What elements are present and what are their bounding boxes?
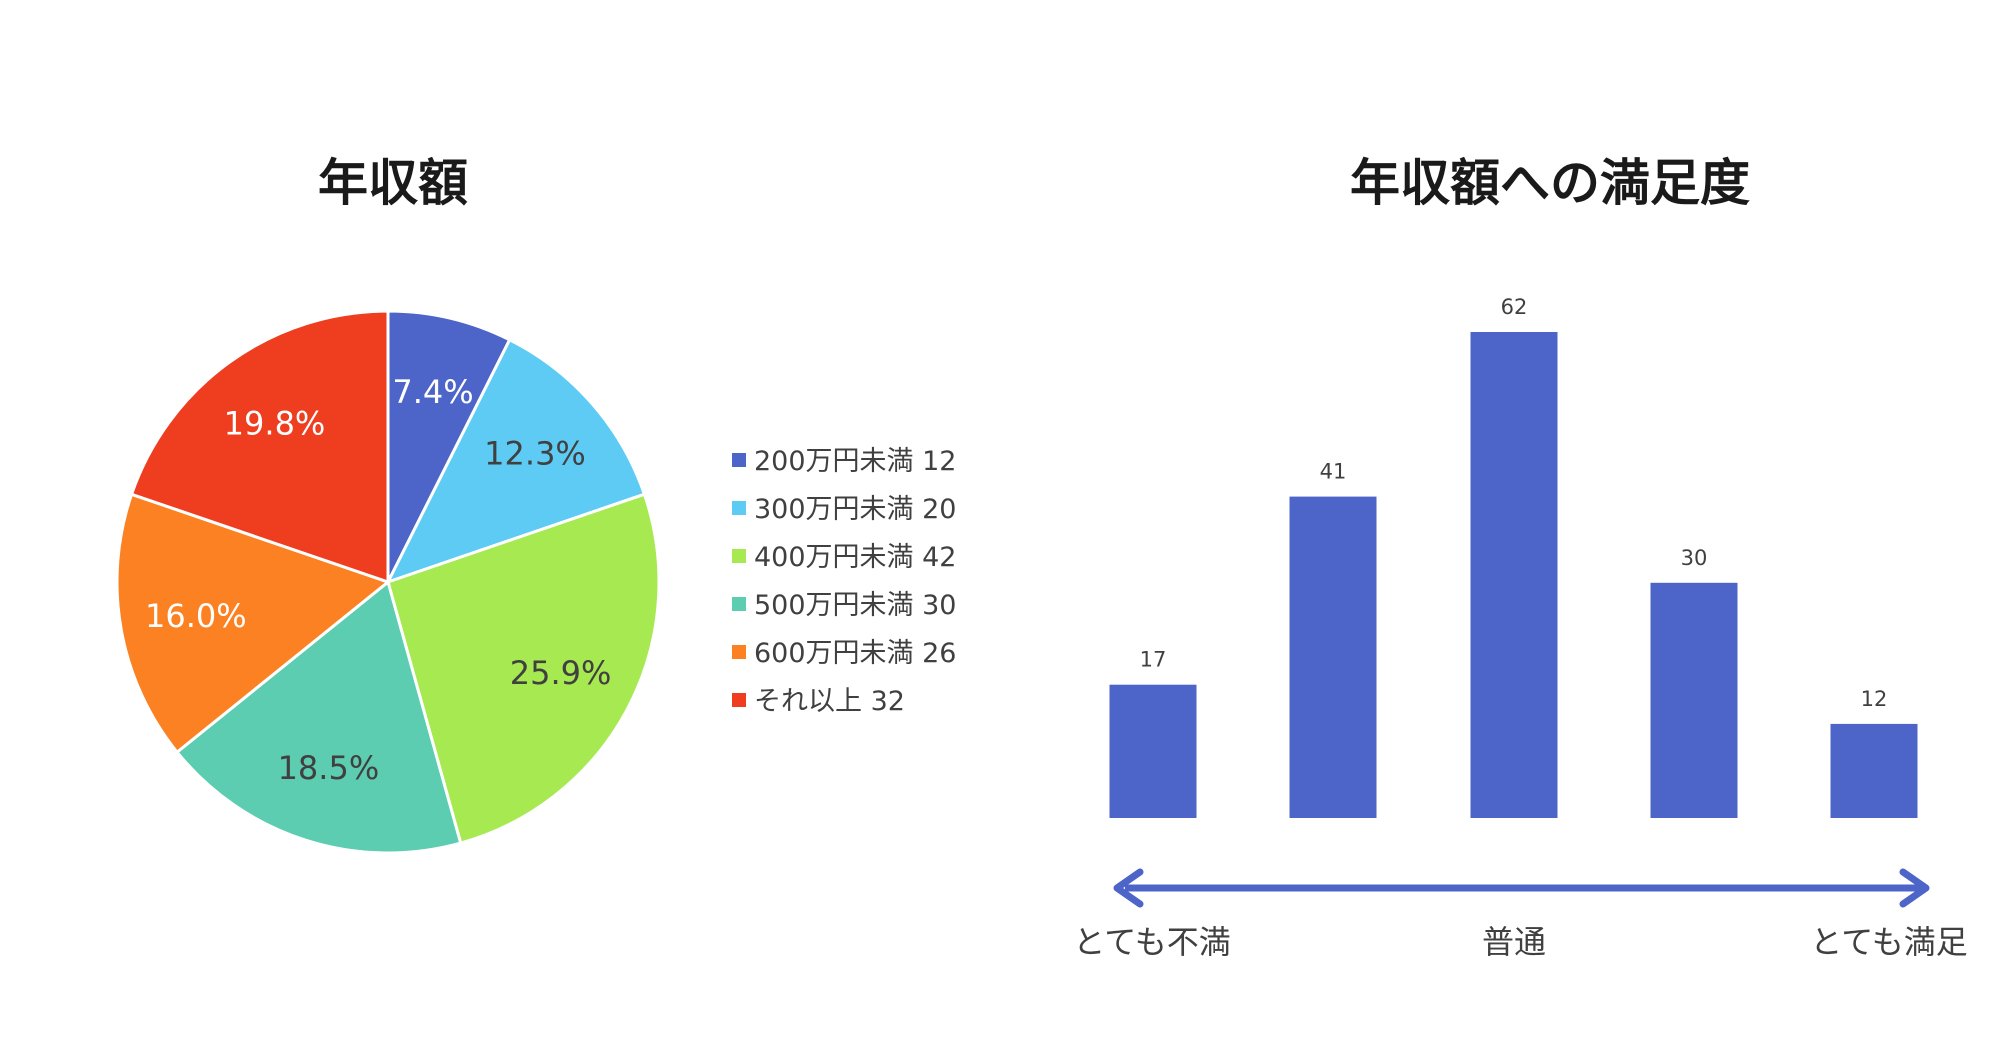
legend-swatch-3 bbox=[732, 549, 746, 563]
scale-label-middle: 普通 bbox=[1482, 923, 1546, 961]
pie-slice-label-2: 12.3% bbox=[484, 435, 586, 473]
pie-legend: 200万円未満 12 300万円未満 20 400万円未満 42 500万円未満 30… bbox=[732, 446, 956, 717]
bar-value-label-3: 62 bbox=[1501, 295, 1528, 319]
legend-entry-1: 200万円未満 12 bbox=[754, 446, 956, 477]
bar-chart: 17 41 62 30 12 bbox=[1109, 295, 1918, 818]
pie-slice-label-4: 18.5% bbox=[278, 749, 380, 787]
legend-entry-6: それ以上 32 bbox=[754, 686, 905, 717]
legend-swatch-4 bbox=[732, 597, 746, 611]
bar-value-label-4: 30 bbox=[1681, 546, 1708, 570]
pie-chart: 7.4% 12.3% 25.9% 18.5% 16.0% 19.8% bbox=[115, 309, 661, 855]
arrow-right-icon bbox=[1899, 868, 1930, 908]
pie-slice-5 bbox=[115, 492, 392, 755]
legend-entry-2: 300万円未満 20 bbox=[754, 494, 956, 525]
satisfaction-scale: とても不満 普通 とても満足 bbox=[1073, 868, 1968, 961]
legend-swatch-5 bbox=[732, 645, 746, 659]
bar-value-label-1: 17 bbox=[1140, 648, 1167, 672]
arrow-left-icon bbox=[1113, 868, 1144, 908]
pie-slice-4 bbox=[174, 579, 463, 855]
pie-chart-title: 年収額 bbox=[318, 154, 468, 212]
bar-value-label-2: 41 bbox=[1320, 460, 1347, 484]
pie-slice-3 bbox=[386, 492, 661, 845]
bar-3 bbox=[1470, 332, 1558, 818]
bar-4 bbox=[1650, 582, 1738, 818]
pie-slice-2 bbox=[385, 337, 647, 585]
legend-entry-4: 500万円未満 30 bbox=[754, 590, 956, 621]
bar-chart-title: 年収額への満足度 bbox=[1350, 154, 1750, 212]
pie-slice-6 bbox=[129, 309, 390, 585]
bar-5 bbox=[1830, 723, 1918, 818]
pie-slice-label-1: 7.4% bbox=[392, 373, 473, 411]
pie-slice-label-3: 25.9% bbox=[510, 654, 612, 692]
bar-2 bbox=[1289, 496, 1377, 818]
legend-swatch-6 bbox=[732, 693, 746, 707]
pie-slice-label-5: 16.0% bbox=[145, 597, 247, 635]
legend-swatch-2 bbox=[732, 501, 746, 515]
legend-entry-5: 600万円未満 26 bbox=[754, 638, 956, 669]
pie-slice-1 bbox=[386, 309, 512, 583]
scale-label-left: とても不満 bbox=[1073, 923, 1230, 961]
pie-slice-label-6: 19.8% bbox=[224, 404, 326, 442]
scale-label-right: とても満足 bbox=[1810, 923, 1967, 961]
legend-swatch-1 bbox=[732, 453, 746, 467]
bar-1 bbox=[1109, 684, 1197, 818]
legend-entry-3: 400万円未満 42 bbox=[754, 542, 956, 573]
bar-value-label-5: 12 bbox=[1861, 687, 1888, 711]
